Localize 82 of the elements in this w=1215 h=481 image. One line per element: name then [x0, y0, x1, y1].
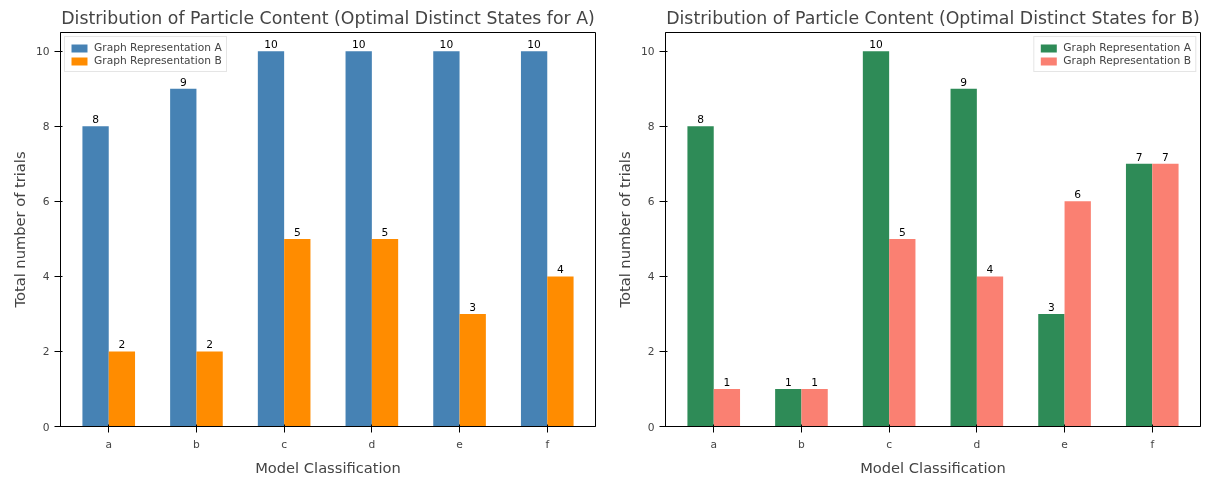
bar: [1064, 201, 1091, 427]
bar: [196, 351, 223, 427]
legend-label: Graph Representation B: [94, 54, 222, 67]
data-label: 5: [293, 225, 301, 239]
data-label: 6: [1074, 188, 1082, 202]
legend-label: Graph Representation A: [94, 41, 222, 54]
data-label: 10: [351, 38, 366, 52]
y-tick-label: 10: [640, 45, 655, 59]
data-label: 3: [469, 300, 477, 314]
bar: [257, 51, 285, 427]
bar: [950, 88, 977, 427]
x-axis-title: Model Classification: [255, 458, 401, 476]
bar: [459, 313, 486, 427]
x-tick-label: a: [710, 437, 717, 451]
y-axis-title: Total number of trials: [615, 151, 633, 309]
data-label: 10: [869, 38, 883, 52]
bar: [1125, 163, 1153, 427]
data-label: 7: [1135, 150, 1143, 164]
bar: [520, 51, 548, 427]
bar: [82, 126, 109, 427]
data-label: 9: [960, 75, 968, 89]
x-tick-label: a: [105, 437, 112, 451]
data-label: 8: [697, 113, 705, 127]
bar: [284, 238, 311, 427]
bar: [108, 351, 136, 427]
data-label: 1: [784, 375, 792, 389]
data-label: 1: [723, 375, 731, 389]
chart-title: Distribution of Particle Content (Optimal Distinct States for B): [666, 7, 1200, 28]
y-tick-label: 6: [42, 195, 50, 209]
data-label: 8: [92, 113, 100, 127]
y-tick-label: 0: [42, 420, 50, 434]
data-label: 1: [811, 375, 818, 389]
bar: [433, 51, 460, 427]
bar: [1152, 163, 1179, 427]
bar: [862, 51, 890, 427]
legend-label: Graph Representation B: [1063, 54, 1191, 67]
data-label: 4: [557, 263, 565, 277]
bar: [801, 388, 828, 427]
bar: [170, 88, 197, 427]
y-tick-label: 6: [647, 195, 655, 209]
data-label: 10: [527, 38, 542, 52]
bar: [687, 126, 714, 427]
data-label: 3: [1048, 300, 1055, 314]
data-label: 5: [898, 225, 906, 239]
x-tick-label: c: [886, 437, 893, 451]
data-label: 7: [1162, 150, 1169, 164]
data-label: 4: [986, 263, 994, 277]
data-label: 10: [439, 38, 454, 52]
x-tick-label: f: [545, 437, 550, 451]
data-label: 5: [381, 225, 389, 239]
chart-title: Distribution of Particle Content (Optimal Distinct States for A): [61, 7, 595, 28]
legend-label: Graph Representation A: [1063, 41, 1191, 54]
bar: [547, 276, 574, 427]
data-label: 9: [179, 75, 187, 89]
y-tick-label: 8: [42, 120, 50, 134]
bar: [976, 276, 1004, 427]
x-tick-label: b: [798, 437, 806, 451]
bar: [889, 238, 916, 427]
y-tick-label: 10: [35, 45, 50, 59]
data-label: 10: [264, 38, 278, 52]
bar: [1038, 313, 1065, 427]
y-tick-label: 4: [647, 270, 655, 284]
y-tick-label: 8: [647, 120, 655, 134]
x-tick-label: c: [281, 437, 288, 451]
x-tick-label: b: [193, 437, 201, 451]
y-tick-label: 2: [42, 345, 50, 359]
y-tick-label: 2: [647, 345, 655, 359]
x-tick-label: d: [368, 437, 376, 451]
bar: [371, 238, 399, 427]
x-axis-title: Model Classification: [860, 458, 1006, 476]
data-label: 2: [206, 338, 213, 352]
x-tick-label: d: [973, 437, 981, 451]
data-label: 2: [118, 338, 126, 352]
bar: [775, 388, 802, 427]
y-tick-label: 4: [42, 270, 50, 284]
y-tick-label: 0: [647, 420, 655, 434]
bar: [713, 388, 741, 427]
x-tick-label: f: [1150, 437, 1155, 451]
bar: [345, 51, 372, 427]
x-tick-label: e: [1061, 437, 1068, 451]
y-axis-title: Total number of trials: [10, 151, 28, 309]
x-tick-label: e: [456, 437, 463, 451]
